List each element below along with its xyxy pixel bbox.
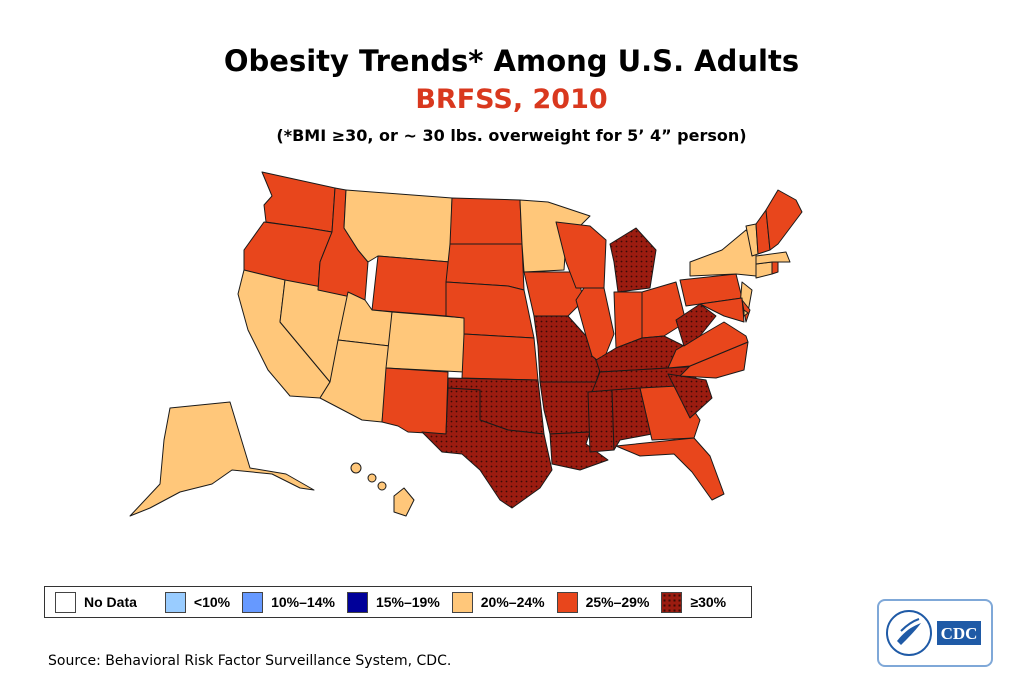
state-oh [641, 281, 687, 339]
legend-label: 15%–19% [375, 594, 440, 610]
state-sc [667, 373, 713, 419]
state-dc [743, 309, 749, 317]
state-me [765, 189, 803, 251]
legend-swatch [55, 591, 76, 613]
state-ct [755, 261, 773, 279]
legend-item: <10% [164, 591, 231, 613]
state-co [385, 311, 467, 373]
cdc-logo: CDC [877, 599, 993, 667]
hhs-eagle-icon [897, 623, 921, 645]
legend-swatch [451, 591, 473, 613]
state-ma [755, 251, 791, 265]
legend-swatch [556, 591, 578, 613]
state-ny [689, 229, 757, 277]
state-ar [539, 381, 597, 435]
state-nm [381, 367, 449, 435]
legend: No Data <10% 10%–14% 15%–19% 20%–24% 25%–29% ≥… [44, 586, 752, 618]
state-ms [587, 389, 615, 453]
state-tx [421, 387, 553, 509]
legend-item: ≥30% [661, 591, 727, 613]
state-mi [609, 227, 657, 293]
cdc-logo-text: CDC [941, 624, 978, 643]
state-al [611, 387, 653, 451]
state-va [667, 321, 749, 369]
state-hi [393, 487, 415, 517]
legend-swatch [164, 591, 186, 613]
state-nd [449, 197, 523, 245]
legend-item: 20%–24% [451, 591, 545, 613]
legend-label: 10%–14% [271, 594, 335, 610]
map-title: Obesity Trends* Among U.S. Adults [223, 44, 800, 78]
legend-item: 25%–29% [556, 591, 650, 613]
map-subtitle: BRFSS, 2010 [415, 84, 608, 115]
legend-item: No Data [55, 591, 137, 613]
state-ia [523, 271, 585, 317]
legend-item: 15%–19% [346, 591, 440, 613]
legend-label: <10% [193, 594, 231, 610]
legend-label: No Data [84, 594, 137, 610]
legend-label: ≥30% [690, 594, 727, 610]
state-wy [371, 255, 451, 317]
state-md [699, 297, 745, 323]
state-wv [675, 303, 717, 347]
legend-swatch [346, 591, 368, 613]
bmi-note: (*BMI ≥30, or ~ 30 lbs. overweight for 5… [276, 126, 747, 145]
state-mt [343, 189, 453, 263]
state-fl [615, 437, 725, 501]
state-ak [129, 401, 315, 517]
state-hi-island [367, 473, 377, 483]
state-ri [771, 261, 779, 275]
state-ks [461, 333, 539, 381]
state-hi-island [350, 462, 362, 474]
legend-swatch [661, 591, 683, 613]
legend-swatch [242, 591, 264, 613]
source-note: Source: Behavioral Risk Factor Surveilla… [48, 653, 452, 669]
legend-label: 20%–24% [480, 594, 545, 610]
legend-label: 25%–29% [585, 594, 650, 610]
legend-item: 10%–14% [242, 591, 335, 613]
state-hi-island [377, 481, 387, 491]
